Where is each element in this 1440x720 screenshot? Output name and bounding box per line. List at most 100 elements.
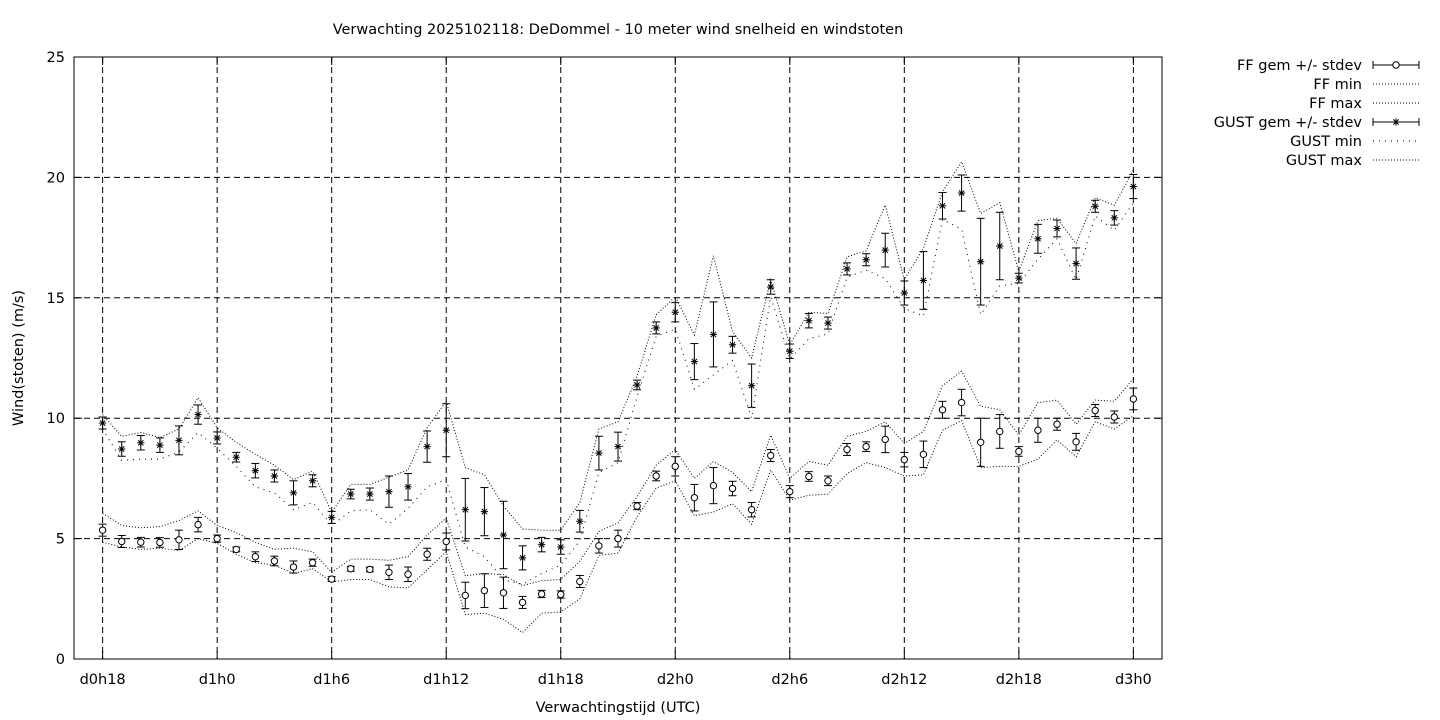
mean-point (1072, 438, 1080, 446)
star-marker (1392, 118, 1400, 126)
legend-label: GUST max (1286, 153, 1363, 169)
star-stroke (290, 489, 297, 496)
star-marker (843, 265, 851, 273)
star-stroke (1034, 235, 1041, 242)
star-marker (728, 341, 737, 349)
star-marker (99, 419, 107, 427)
star-marker (1091, 202, 1099, 210)
star-marker (308, 477, 317, 485)
star-marker (881, 246, 889, 254)
mean-point (976, 438, 985, 446)
star-marker (385, 488, 393, 496)
mean-point (1129, 395, 1138, 403)
mean-point (557, 590, 565, 599)
star-marker (518, 554, 527, 562)
star-stroke (309, 477, 316, 484)
x-tick-label: d1h18 (538, 672, 584, 688)
y-tick-label: 5 (56, 532, 65, 548)
mean-point (480, 586, 489, 595)
star-marker (1129, 182, 1137, 191)
star-stroke (500, 532, 507, 538)
star-marker (595, 449, 603, 457)
mean-point (728, 484, 737, 493)
star-marker (805, 317, 813, 325)
mean-point (1091, 406, 1099, 415)
star-stroke (252, 467, 259, 474)
star-marker (404, 483, 412, 491)
star-marker (442, 426, 450, 434)
star-stroke (901, 290, 908, 296)
star-marker (919, 276, 928, 285)
star-stroke (557, 544, 564, 550)
mean-point (595, 542, 603, 550)
star-stroke (233, 454, 240, 461)
star-stroke (1130, 183, 1137, 190)
star-stroke (748, 382, 755, 389)
star-marker (328, 513, 336, 522)
y-tick-label: 20 (47, 170, 65, 186)
star-stroke (328, 514, 335, 521)
series-line-5 (102, 160, 1134, 531)
star-stroke (405, 483, 411, 490)
star-stroke (805, 317, 812, 324)
star-marker (232, 453, 240, 461)
star-marker (270, 472, 279, 480)
star-marker (786, 347, 794, 355)
legend-label: GUST gem +/- stdev (1214, 115, 1363, 131)
mean-point (996, 427, 1004, 436)
mean-point (327, 575, 336, 583)
star-marker (900, 289, 908, 297)
star-marker (251, 467, 259, 475)
star-marker (671, 308, 679, 316)
star-marker (748, 382, 756, 390)
star-stroke (767, 284, 774, 290)
star-stroke (653, 324, 660, 331)
star-marker (1072, 260, 1080, 268)
mean-point (900, 455, 909, 464)
mean-point (518, 598, 527, 607)
mean-point (347, 565, 355, 573)
star-marker (690, 358, 698, 366)
star-marker (538, 541, 546, 549)
star-marker (824, 319, 832, 327)
star-stroke (118, 446, 125, 452)
star-stroke (386, 488, 392, 495)
grid-lines (74, 57, 1162, 659)
x-tick-label: d0h18 (80, 672, 126, 688)
star-marker (1034, 235, 1042, 243)
mean-point (118, 537, 126, 546)
mean-point (213, 534, 221, 543)
mean-point (767, 451, 775, 460)
star-marker (1053, 224, 1061, 233)
star-stroke (443, 427, 450, 434)
star-stroke (1054, 225, 1060, 232)
y-axis-label: Wind(stoten) (m/s) (11, 290, 27, 426)
star-marker (118, 445, 126, 453)
mean-point (232, 545, 240, 554)
star-marker (557, 543, 565, 551)
star-stroke (538, 541, 545, 548)
star-stroke (1015, 275, 1022, 281)
legend-label: FF gem +/- stdev (1237, 58, 1362, 74)
star-stroke (958, 190, 965, 196)
star-stroke (214, 435, 221, 441)
mean-point (289, 563, 298, 571)
y-tick-label: 15 (47, 291, 65, 307)
star-stroke (156, 442, 163, 449)
star-marker (423, 443, 431, 451)
star-marker (977, 258, 985, 266)
mean-point (98, 526, 107, 534)
legend-marker (1392, 61, 1400, 69)
mean-point (786, 487, 794, 496)
series-line-1 (102, 415, 1134, 634)
mean-point (194, 520, 202, 529)
mean-point (690, 493, 699, 502)
plot-series (98, 160, 1138, 634)
mean-point (576, 577, 584, 586)
x-tick-label: d2h12 (881, 672, 927, 688)
star-marker (633, 381, 641, 389)
legend-label: FF max (1309, 96, 1362, 112)
mean-point (404, 570, 412, 578)
star-marker (461, 506, 469, 514)
